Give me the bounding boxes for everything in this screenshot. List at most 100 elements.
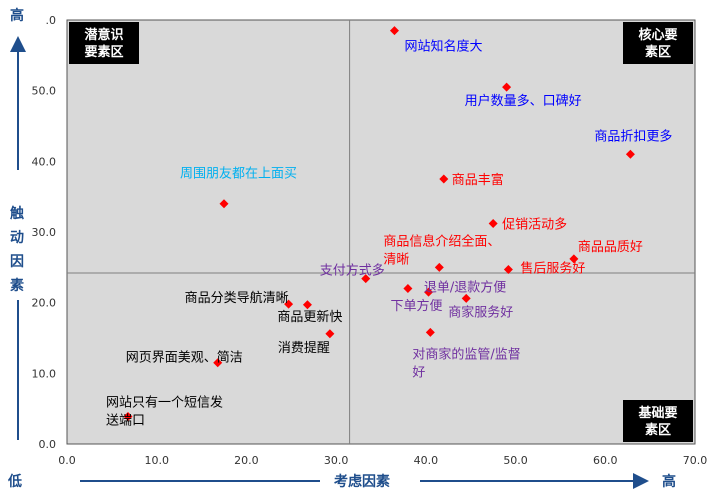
data-point-marker [123, 411, 133, 421]
quadrant-bottom-right-text: 基础要 [637, 405, 677, 421]
y-title-char: 触 [9, 205, 24, 222]
quadrant-bottom-right-text: 素区 [645, 422, 671, 438]
x-tick-label: 0.0 [58, 454, 76, 467]
x-low-label: 低 [7, 473, 22, 490]
y-tick-label: 0.0 [39, 438, 57, 451]
y-tick-label: .0 [46, 14, 57, 27]
y-title-char: 动 [10, 229, 24, 246]
quadrant-top-left-box [69, 22, 139, 64]
data-point-label-line: 商家服务好 [448, 304, 513, 320]
data-point-marker [361, 274, 371, 284]
data-point-marker [439, 174, 449, 184]
data-point-label-line: 周围朋友都在上面买 [180, 166, 297, 182]
data-point-label-line: 售后服务好 [520, 260, 585, 276]
data-point-label: 商品分类导航清晰 [185, 290, 289, 306]
data-point-label: 商品品质好 [578, 240, 643, 255]
quadrant-top-left-text: 潜意识 [84, 27, 123, 43]
quadrant-top-left-text: 要素区 [84, 44, 123, 60]
data-point-label: 用户数量多、口碑好 [465, 93, 582, 109]
data-point-label-line: 消费提醒 [278, 340, 330, 356]
data-point-marker [284, 299, 294, 309]
data-point-marker [503, 264, 513, 274]
data-point-marker [461, 293, 471, 303]
data-point-label-line: 退单/退款方便 [424, 280, 506, 296]
data-point-label-line: 促销活动多 [502, 217, 567, 233]
y-tick-label: 20.0 [32, 297, 57, 310]
data-point-label-line: 用户数量多、口碑好 [465, 93, 582, 109]
data-point-label-line: 商品丰富 [452, 172, 504, 188]
quadrant-top-right-text: 核心要 [638, 27, 677, 43]
data-point-label: 网站只有一个短信发送端口 [106, 394, 223, 428]
data-point-marker [488, 219, 498, 229]
data-point-label-line: 商品折扣更多 [594, 128, 672, 144]
data-point-label: 售后服务好 [520, 260, 585, 276]
data-point-label: 消费提醒 [278, 340, 330, 356]
data-point-label-line: 支付方式多 [320, 263, 385, 279]
y-tick-label: 10.0 [32, 367, 57, 380]
y-high-label: 高 [10, 7, 24, 24]
data-point-label: 商品折扣更多 [594, 128, 672, 144]
data-point-label: 商品信息介绍全面、清晰 [383, 233, 500, 267]
y-tick-label: 40.0 [32, 155, 57, 168]
data-point-marker [625, 149, 635, 159]
quadrant-bottom-right-box [623, 400, 693, 442]
data-point-label-line: 商品信息介绍全面、 [383, 233, 500, 249]
data-point-label: 商品更新快 [277, 309, 342, 325]
x-high-label: 高 [662, 473, 676, 490]
data-point-label-line: 下单方便 [391, 298, 443, 314]
x-tick-label: 50.0 [503, 454, 528, 467]
data-point-marker [213, 358, 223, 368]
data-point-label-line: 对商家的监管/监督 [412, 346, 520, 362]
y-tick-label: 50.0 [32, 85, 57, 98]
data-point-marker [389, 26, 399, 36]
data-points [123, 26, 635, 421]
x-tick-label: 40.0 [414, 454, 439, 467]
data-point-label: 对商家的监管/监督好 [412, 346, 520, 380]
data-point-label-line: 商品分类导航清晰 [185, 290, 289, 306]
x-tick-label: 60.0 [593, 454, 618, 467]
data-point-marker [424, 287, 434, 297]
data-point-label-line: 好 [412, 365, 425, 380]
y-title-char: 素 [10, 277, 24, 294]
quadrant-top-right-text: 素区 [645, 44, 671, 60]
data-point-label: 支付方式多 [320, 263, 385, 279]
data-point-label: 商家服务好 [448, 304, 513, 320]
data-point-label-line: 网页界面美观、简洁 [126, 350, 243, 366]
data-point-marker [425, 327, 435, 337]
data-point-label: 周围朋友都在上面买 [180, 166, 297, 182]
data-point-label-line: 送端口 [106, 413, 145, 428]
x-tick-label: 20.0 [234, 454, 259, 467]
quadrant-top-right-box [623, 22, 693, 64]
data-point-marker [325, 329, 335, 339]
data-point-marker [302, 300, 312, 310]
data-point-label-line: 清晰 [383, 252, 409, 267]
data-point-marker [219, 199, 229, 209]
axis-ticks: 0.0 10.0 20.0 30.0 40.0 50.0 60.0 70.0 0.0 10.0 20… [32, 14, 708, 467]
data-point-label-line: 网站只有一个短信发 [106, 394, 223, 410]
data-point-label: 商品丰富 [452, 172, 504, 188]
data-point-marker [403, 284, 413, 294]
data-point-label: 网页界面美观、简洁 [126, 350, 243, 366]
y-tick-label: 30.0 [32, 226, 57, 239]
data-point-label: 下单方便 [391, 298, 443, 314]
plot-area [66, 19, 696, 445]
x-tick-label: 30.0 [324, 454, 349, 467]
x-tick-label: 70.0 [683, 454, 708, 467]
data-point-marker [434, 262, 444, 272]
data-point-marker [502, 82, 512, 92]
data-point-label: 网站知名度大 [404, 39, 482, 55]
data-point-label-line: 商品更新快 [277, 309, 342, 325]
data-point-label-line: 商品品质好 [578, 240, 643, 255]
data-point-marker [569, 254, 579, 264]
data-point-label: 促销活动多 [502, 217, 567, 233]
data-point-label: 退单/退款方便 [424, 280, 506, 296]
quadrant-dividers [67, 20, 695, 444]
x-tick-label: 10.0 [144, 454, 169, 467]
y-axis-title: 触动因素 [9, 205, 24, 294]
